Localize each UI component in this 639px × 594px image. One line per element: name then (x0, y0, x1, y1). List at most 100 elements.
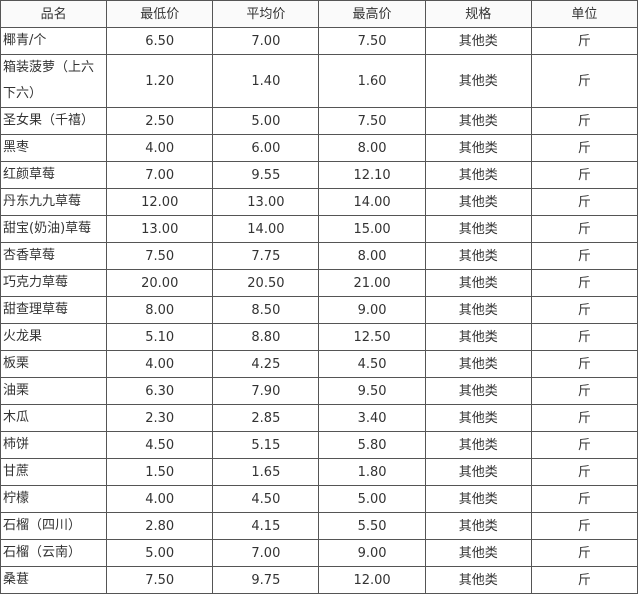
table-row: 火龙果 5.10 8.80 12.50 其他类斤 (0, 323, 639, 351)
table-row: 巧克力草莓 20.00 20.50 21.00 其他类斤 (0, 269, 639, 297)
cell-avg-price: 7.75 (212, 242, 320, 270)
header-row: 品名 最低价 平均价 最高价 规格 单位 (0, 0, 639, 28)
cell-name: 箱装菠萝（上六下六） (0, 54, 108, 108)
cell-spec: 其他类 (424, 539, 532, 567)
cell-unit: 斤 (530, 107, 639, 135)
cell-avg-price: 4.25 (212, 350, 320, 378)
cell-name: 杏香草莓 (0, 242, 108, 270)
cell-name: 木瓜 (0, 404, 108, 432)
cell-unit: 斤 (530, 242, 639, 270)
cell-max-price: 1.80 (318, 458, 426, 486)
cell-avg-price: 9.75 (212, 566, 320, 594)
table-row: 油栗 6.30 7.90 9.50 其他类斤 (0, 377, 639, 405)
table-row: 甜宝(奶油)草莓 13.00 14.00 15.00 其他类斤 (0, 215, 639, 243)
cell-spec: 其他类 (424, 161, 532, 189)
table-row: 石榴（云南） 5.00 7.00 9.00 其他类斤 (0, 539, 639, 567)
cell-avg-price: 6.00 (212, 134, 320, 162)
cell-avg-price: 4.50 (212, 485, 320, 513)
cell-max-price: 12.10 (318, 161, 426, 189)
cell-spec: 其他类 (424, 296, 532, 324)
cell-max-price: 7.50 (318, 27, 426, 55)
cell-spec: 其他类 (424, 404, 532, 432)
cell-spec: 其他类 (424, 458, 532, 486)
table-row: 红颜草莓 7.00 9.55 12.10 其他类斤 (0, 161, 639, 189)
cell-name: 甜查理草莓 (0, 296, 108, 324)
table-row: 桑葚 7.50 9.75 12.00 其他类斤 (0, 566, 639, 594)
table-row: 圣女果（千禧） 2.50 5.00 7.50 其他类斤 (0, 107, 639, 135)
cell-name: 油栗 (0, 377, 108, 405)
cell-name: 石榴（云南） (0, 539, 108, 567)
cell-avg-price: 5.15 (212, 431, 320, 459)
cell-spec: 其他类 (424, 269, 532, 297)
cell-max-price: 9.00 (318, 539, 426, 567)
cell-max-price: 3.40 (318, 404, 426, 432)
header-name: 品名 (0, 0, 108, 28)
cell-avg-price: 5.00 (212, 107, 320, 135)
cell-min-price: 20.00 (106, 269, 214, 297)
cell-max-price: 9.50 (318, 377, 426, 405)
cell-name: 巧克力草莓 (0, 269, 108, 297)
cell-unit: 斤 (530, 134, 639, 162)
cell-min-price: 5.00 (106, 539, 214, 567)
table-row: 木瓜 2.30 2.85 3.40 其他类斤 (0, 404, 639, 432)
cell-max-price: 5.00 (318, 485, 426, 513)
cell-spec: 其他类 (424, 188, 532, 216)
cell-avg-price: 13.00 (212, 188, 320, 216)
cell-min-price: 2.30 (106, 404, 214, 432)
cell-spec: 其他类 (424, 566, 532, 594)
cell-min-price: 4.00 (106, 134, 214, 162)
header-min-price: 最低价 (106, 0, 214, 28)
cell-max-price: 8.00 (318, 134, 426, 162)
cell-min-price: 4.00 (106, 350, 214, 378)
cell-max-price: 5.50 (318, 512, 426, 540)
cell-avg-price: 8.50 (212, 296, 320, 324)
table-row: 丹东九九草莓 12.00 13.00 14.00 其他类斤 (0, 188, 639, 216)
cell-avg-price: 1.65 (212, 458, 320, 486)
cell-min-price: 5.10 (106, 323, 214, 351)
cell-avg-price: 14.00 (212, 215, 320, 243)
cell-spec: 其他类 (424, 107, 532, 135)
cell-name: 石榴（四川） (0, 512, 108, 540)
cell-avg-price: 1.40 (212, 54, 320, 108)
cell-unit: 斤 (530, 566, 639, 594)
cell-unit: 斤 (530, 485, 639, 513)
cell-unit: 斤 (530, 539, 639, 567)
cell-name: 甜宝(奶油)草莓 (0, 215, 108, 243)
cell-unit: 斤 (530, 215, 639, 243)
table-row: 柿饼 4.50 5.15 5.80 其他类斤 (0, 431, 639, 459)
cell-max-price: 14.00 (318, 188, 426, 216)
cell-min-price: 7.00 (106, 161, 214, 189)
cell-name: 丹东九九草莓 (0, 188, 108, 216)
cell-max-price: 9.00 (318, 296, 426, 324)
cell-spec: 其他类 (424, 377, 532, 405)
cell-name: 火龙果 (0, 323, 108, 351)
cell-unit: 斤 (530, 269, 639, 297)
cell-avg-price: 4.15 (212, 512, 320, 540)
cell-min-price: 4.50 (106, 431, 214, 459)
cell-max-price: 1.60 (318, 54, 426, 108)
cell-spec: 其他类 (424, 485, 532, 513)
cell-name: 柠檬 (0, 485, 108, 513)
table-row: 黑枣 4.00 6.00 8.00 其他类斤 (0, 134, 639, 162)
cell-avg-price: 20.50 (212, 269, 320, 297)
cell-unit: 斤 (530, 458, 639, 486)
header-avg-price: 平均价 (212, 0, 320, 28)
cell-max-price: 12.00 (318, 566, 426, 594)
cell-avg-price: 7.90 (212, 377, 320, 405)
header-unit: 单位 (530, 0, 639, 28)
cell-spec: 其他类 (424, 54, 532, 108)
cell-avg-price: 9.55 (212, 161, 320, 189)
cell-min-price: 13.00 (106, 215, 214, 243)
cell-name: 板栗 (0, 350, 108, 378)
cell-spec: 其他类 (424, 134, 532, 162)
header-max-price: 最高价 (318, 0, 426, 28)
cell-unit: 斤 (530, 296, 639, 324)
cell-name: 柿饼 (0, 431, 108, 459)
cell-unit: 斤 (530, 404, 639, 432)
cell-min-price: 6.50 (106, 27, 214, 55)
cell-unit: 斤 (530, 27, 639, 55)
cell-max-price: 7.50 (318, 107, 426, 135)
cell-spec: 其他类 (424, 323, 532, 351)
cell-avg-price: 7.00 (212, 27, 320, 55)
